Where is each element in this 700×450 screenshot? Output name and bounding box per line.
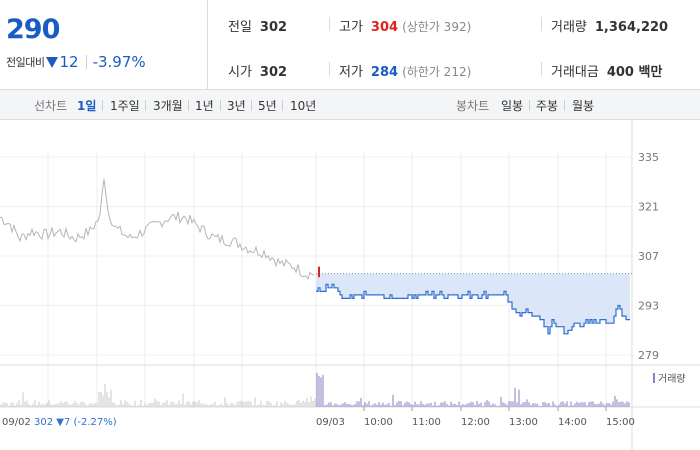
divider <box>188 100 189 111</box>
prev-close-stat: 전일 302 <box>228 16 287 35</box>
monthly-candle-tab[interactable]: 월봉 <box>572 99 595 113</box>
divider <box>145 100 146 111</box>
change-line: 전일대비 12 -3.97% <box>6 52 146 72</box>
volume-label: 거래량 <box>551 20 587 35</box>
period-toolbar: 선차트 1일 1주일 3개월 1년 3년 5년 10년 봉차트 일봉 주봉 월봉 <box>0 90 700 120</box>
prev-close-value: 302 <box>259 20 288 35</box>
open-stat: 시가 302 <box>228 61 287 80</box>
line-chart-label: 선차트 <box>34 99 68 113</box>
trade-value-label: 거래대금 <box>551 65 599 80</box>
upper-limit: (상한가 392) <box>402 20 472 34</box>
prev-day-summary-label: 302 ▼7 (-2.27%) <box>34 417 117 428</box>
x-tick-label: 12:00 <box>461 417 490 428</box>
change-label: 전일대비 <box>6 56 45 69</box>
x-tick-label: 11:00 <box>412 417 441 428</box>
prev-close-label: 전일 <box>228 20 252 35</box>
period-3m-tab[interactable]: 3개월 <box>153 99 183 113</box>
period-1w-tab[interactable]: 1주일 <box>110 99 140 113</box>
divider <box>564 100 565 111</box>
high-stat: 고가 304 (상한가 392) <box>339 16 471 35</box>
trade-value-value: 400 백만 <box>606 65 663 80</box>
candle-chart-label: 봉차트 <box>456 99 490 113</box>
price-box: 290 전일대비 12 -3.97% <box>0 0 208 90</box>
period-10y-tab[interactable]: 10년 <box>290 99 317 113</box>
change-percent: -3.97% <box>92 53 146 71</box>
low-value: 284 <box>370 65 399 80</box>
y-tick-label: 293 <box>638 300 659 313</box>
weekly-candle-tab[interactable]: 주봉 <box>536 99 559 113</box>
x-tick-label: 10:00 <box>364 417 393 428</box>
y-tick-label: 307 <box>638 250 659 263</box>
period-5y-tab[interactable]: 5년 <box>258 99 277 113</box>
divider <box>220 100 221 111</box>
divider <box>541 62 542 76</box>
period-1d-tab[interactable]: 1일 <box>77 99 97 113</box>
high-label: 고가 <box>339 20 363 35</box>
divider <box>251 100 252 111</box>
trade-value-stat: 거래대금 400 백만 <box>551 61 662 80</box>
lower-limit: (하한가 212) <box>402 65 472 79</box>
stock-summary: 290 전일대비 12 -3.97% 전일 302 고가 304 (상한가 39… <box>0 0 700 90</box>
volume-legend-swatch <box>653 373 655 383</box>
x-tick-label: 15:00 <box>606 417 635 428</box>
y-tick-label: 279 <box>638 349 659 362</box>
period-1y-tab[interactable]: 1년 <box>195 99 214 113</box>
open-value: 302 <box>259 65 288 80</box>
x-axis: 09/02 302 ▼7 (-2.27%) 09/03 10:00 11:00 12:00… <box>2 407 635 428</box>
volume-bars <box>0 373 630 407</box>
down-triangle-icon <box>46 56 59 68</box>
divider <box>541 17 542 31</box>
change-amount: 12 <box>59 53 79 71</box>
x-tick-label: 14:00 <box>558 417 587 428</box>
divider <box>329 17 330 31</box>
x-tick-label: 13:00 <box>509 417 538 428</box>
today-price-line <box>316 283 630 335</box>
low-label: 저가 <box>339 65 363 80</box>
divider <box>329 62 330 76</box>
today-date-label: 09/03 <box>316 417 345 428</box>
current-price: 290 <box>6 14 60 45</box>
high-value: 304 <box>370 20 399 35</box>
y-tick-label: 335 <box>638 151 659 164</box>
divider <box>85 55 87 69</box>
y-tick-label: 321 <box>638 201 659 214</box>
plot-background <box>0 120 640 407</box>
prev-day-price-line <box>0 178 315 281</box>
low-stat: 저가 284 (하한가 212) <box>339 61 471 80</box>
divider <box>282 100 283 111</box>
volume-value: 1,364,220 <box>594 20 669 35</box>
daily-candle-tab[interactable]: 일봉 <box>501 99 524 113</box>
volume-legend-label: 거래량 <box>658 373 686 385</box>
divider <box>529 100 530 111</box>
open-label: 시가 <box>228 65 252 80</box>
period-3y-tab[interactable]: 3년 <box>227 99 246 113</box>
volume-legend: 거래량 <box>653 373 686 385</box>
prev-day-date-label: 09/02 <box>2 417 31 428</box>
today-area <box>316 273 630 334</box>
y-axis: 335 321 307 293 279 <box>638 151 659 362</box>
volume-stat: 거래량 1,364,220 <box>551 16 668 35</box>
divider <box>102 100 103 111</box>
